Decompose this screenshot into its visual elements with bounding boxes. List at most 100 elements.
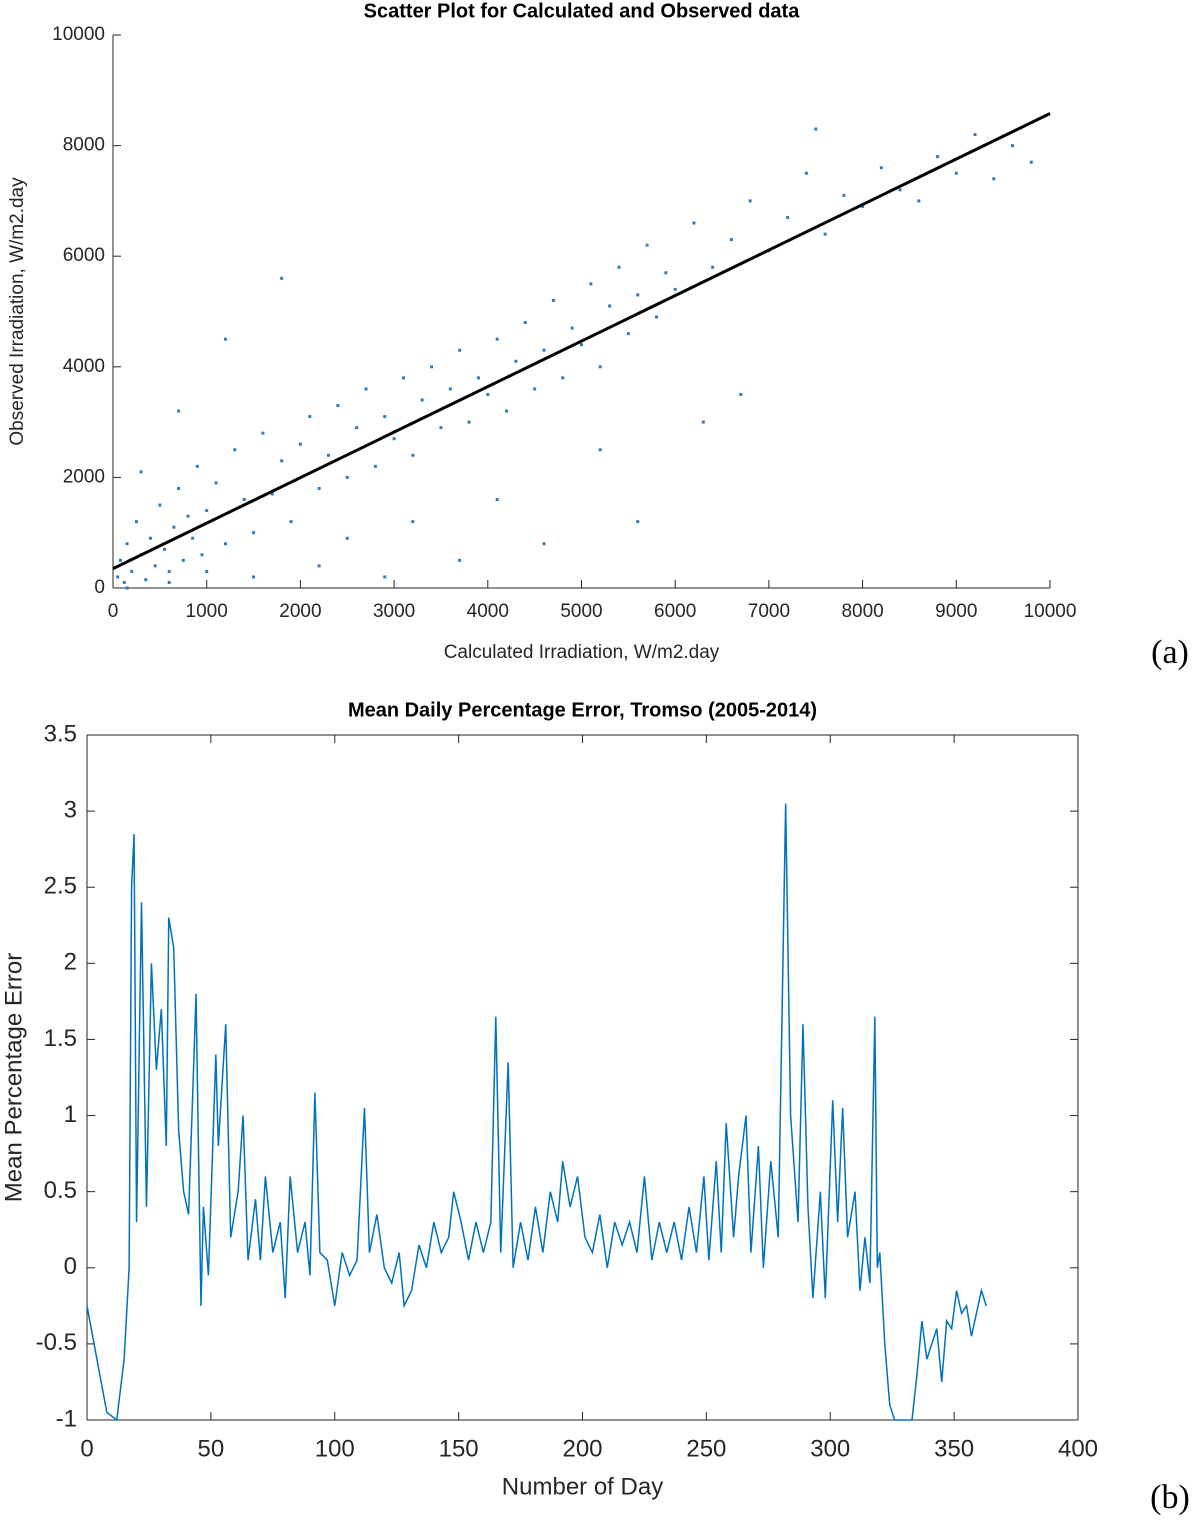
scatter-point	[542, 348, 546, 352]
scatter-point	[392, 437, 396, 441]
scatter-point	[401, 376, 405, 380]
scatter-point	[191, 536, 195, 540]
x-tick-label: 9000	[935, 601, 977, 622]
scatter-point	[261, 431, 265, 435]
y-tick-label: 3.5	[44, 720, 77, 747]
scatter-point	[205, 569, 209, 573]
x-tick-label: 4000	[467, 601, 509, 622]
x-tick-label: 150	[439, 1435, 479, 1462]
scatter-point	[495, 498, 499, 502]
scatter-point	[298, 442, 302, 446]
scatter-point	[711, 265, 715, 269]
y-axis-label: Mean Percentage Error	[0, 953, 27, 1202]
y-tick-label: 0	[94, 577, 105, 598]
scatter-point	[523, 321, 527, 325]
scatter-point	[542, 542, 546, 546]
y-tick-label: 1	[64, 1101, 77, 1128]
scatter-point	[673, 287, 677, 291]
x-axis-label: Number of Day	[502, 1473, 663, 1500]
scatter-point	[195, 464, 199, 468]
scatter-point	[645, 243, 649, 247]
scatter-point	[917, 199, 921, 203]
scatter-point	[598, 365, 602, 369]
scatter-point	[144, 578, 148, 582]
scatter-point	[214, 481, 218, 485]
scatter-point	[163, 547, 167, 551]
scatter-point	[223, 337, 227, 341]
scatter-point	[430, 365, 434, 369]
scatter-point	[411, 520, 415, 524]
fit-line	[112, 112, 1051, 570]
scatter-point	[200, 553, 204, 557]
x-tick-label: 7000	[748, 601, 790, 622]
scatter-point	[1029, 160, 1033, 164]
y-tick-label: 2.5	[44, 873, 77, 900]
scatter-point	[739, 392, 743, 396]
y-tick-label: -1	[56, 1405, 77, 1432]
scatter-point	[692, 221, 696, 225]
scatter-point	[729, 238, 733, 242]
scatter-point	[589, 282, 593, 286]
scatter-point	[476, 376, 480, 380]
x-tick-label: 100	[315, 1435, 355, 1462]
scatter-point	[505, 409, 509, 413]
y-axis-label: Observed Irradiation, W/m2.day	[7, 177, 28, 446]
scatter-point	[148, 536, 152, 540]
scatter-point	[804, 171, 808, 175]
scatter-point	[608, 304, 612, 308]
scatter-point	[664, 271, 668, 275]
scatter-point	[954, 171, 958, 175]
x-tick-label: 50	[198, 1435, 225, 1462]
x-tick-label: 6000	[654, 601, 696, 622]
scatter-point	[242, 498, 246, 502]
scatter-point	[383, 575, 387, 579]
scatter-point	[458, 558, 462, 562]
x-tick-label: 8000	[841, 601, 883, 622]
y-tick-label: 8000	[63, 135, 105, 156]
scatter-point	[289, 520, 293, 524]
x-tick-label: 5000	[560, 601, 602, 622]
scatter-point	[936, 155, 940, 159]
scatter-point	[898, 188, 902, 192]
scatter-point	[861, 204, 865, 208]
scatter-point	[345, 536, 349, 540]
scatter-point	[439, 426, 443, 430]
scatter-point	[992, 177, 996, 181]
scatter-point	[308, 415, 312, 419]
scatter-point	[551, 298, 555, 302]
y-tick-label: 4000	[63, 356, 105, 377]
scatter-point	[533, 387, 537, 391]
scatter-point	[336, 404, 340, 408]
x-tick-label: 200	[562, 1435, 602, 1462]
data-line	[86, 803, 988, 1422]
y-tick-label: -0.5	[36, 1329, 77, 1356]
x-tick-label: 0	[108, 601, 119, 622]
scatter-point	[570, 326, 574, 330]
scatter-point	[654, 315, 658, 319]
scatter-point	[158, 503, 162, 507]
scatter-point	[252, 575, 256, 579]
x-tick-label: 400	[1058, 1435, 1098, 1462]
x-tick-label: 250	[686, 1435, 726, 1462]
scatter-point	[636, 293, 640, 297]
y-tick-label: 10000	[52, 24, 105, 45]
scatter-point	[973, 133, 977, 137]
scatter-point	[280, 276, 284, 280]
scatter-point	[580, 343, 583, 347]
scatter-point	[364, 387, 368, 391]
scatter-point	[181, 558, 185, 562]
scatter-point	[118, 558, 122, 562]
scatter-point	[167, 580, 171, 584]
scatter-point	[130, 569, 134, 573]
scatter-point	[786, 215, 790, 219]
panel-label: (a)	[1151, 634, 1189, 671]
scatter-point	[270, 492, 274, 496]
scatter-point	[345, 475, 349, 479]
x-tick-label: 2000	[279, 601, 321, 622]
x-tick-label: 1000	[186, 601, 228, 622]
scatter-point	[116, 575, 120, 579]
scatter-point	[125, 586, 129, 590]
scatter-point	[153, 564, 157, 568]
scatter-point	[495, 337, 499, 341]
y-tick-label: 2	[64, 949, 77, 976]
